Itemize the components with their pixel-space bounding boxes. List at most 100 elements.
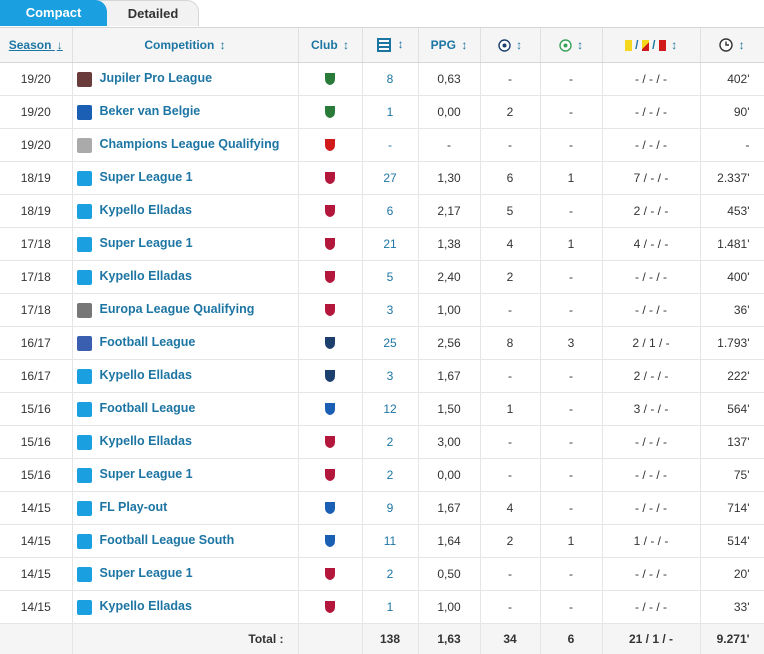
competition-link[interactable]: Super League 1 bbox=[100, 236, 193, 250]
club-cell[interactable] bbox=[298, 393, 362, 426]
appearances-cell[interactable]: 9 bbox=[362, 492, 418, 525]
competition-link[interactable]: Europa League Qualifying bbox=[100, 302, 255, 316]
club-cell[interactable] bbox=[298, 162, 362, 195]
appearances-column-header[interactable]: ↕ bbox=[362, 28, 418, 63]
club-cell[interactable] bbox=[298, 228, 362, 261]
goals-column-header[interactable]: ↕ bbox=[480, 28, 540, 63]
tab-detailed[interactable]: Detailed bbox=[95, 0, 199, 26]
appearances-cell[interactable]: - bbox=[362, 129, 418, 162]
competition-cell: FL Play-out bbox=[72, 492, 298, 525]
minutes-cell: 714' bbox=[700, 492, 764, 525]
competition-link[interactable]: Beker van Belgie bbox=[100, 104, 201, 118]
competition-logo-icon bbox=[77, 435, 92, 450]
appearances-link[interactable]: 25 bbox=[383, 336, 396, 350]
appearances-link[interactable]: 27 bbox=[383, 171, 396, 185]
appearances-link[interactable]: 1 bbox=[387, 600, 394, 614]
club-crest-icon bbox=[323, 105, 337, 119]
club-cell[interactable] bbox=[298, 525, 362, 558]
minutes-cell: - bbox=[700, 129, 764, 162]
appearances-cell[interactable]: 12 bbox=[362, 393, 418, 426]
competition-link[interactable]: Champions League Qualifying bbox=[100, 137, 280, 151]
club-column-header[interactable]: Club ↕ bbox=[298, 28, 362, 63]
goals-cell: - bbox=[480, 63, 540, 96]
appearances-cell[interactable]: 1 bbox=[362, 591, 418, 624]
appearances-cell[interactable]: 25 bbox=[362, 327, 418, 360]
club-crest-icon bbox=[323, 501, 337, 515]
appearances-link[interactable]: 12 bbox=[383, 402, 396, 416]
competition-link[interactable]: Kypello Elladas bbox=[100, 203, 192, 217]
appearances-link[interactable]: 3 bbox=[387, 369, 394, 383]
club-cell[interactable] bbox=[298, 360, 362, 393]
club-cell[interactable] bbox=[298, 492, 362, 525]
club-cell[interactable] bbox=[298, 294, 362, 327]
club-cell[interactable] bbox=[298, 195, 362, 228]
appearances-link[interactable]: 8 bbox=[387, 72, 394, 86]
competition-link[interactable]: Super League 1 bbox=[100, 170, 193, 184]
competition-column-header[interactable]: Competition ↕ bbox=[72, 28, 298, 63]
appearances-link[interactable]: 1 bbox=[387, 105, 394, 119]
appearances-cell[interactable]: 2 bbox=[362, 558, 418, 591]
goals-cell: 2 bbox=[480, 261, 540, 294]
appearances-cell[interactable]: 3 bbox=[362, 360, 418, 393]
club-cell[interactable] bbox=[298, 327, 362, 360]
competition-link[interactable]: Super League 1 bbox=[100, 566, 193, 580]
goals-cell: - bbox=[480, 360, 540, 393]
assists-column-header[interactable]: ↕ bbox=[540, 28, 602, 63]
appearances-link[interactable]: 5 bbox=[387, 270, 394, 284]
season-column-header[interactable]: Season ↓ bbox=[0, 28, 72, 63]
appearances-cell[interactable]: 2 bbox=[362, 426, 418, 459]
competition-link[interactable]: Kypello Elladas bbox=[100, 368, 192, 382]
minutes-column-header[interactable]: ↕ bbox=[700, 28, 764, 63]
appearances-cell[interactable]: 27 bbox=[362, 162, 418, 195]
club-cell[interactable] bbox=[298, 426, 362, 459]
club-cell[interactable] bbox=[298, 558, 362, 591]
appearances-link[interactable]: 6 bbox=[387, 204, 394, 218]
appearances-link[interactable]: 3 bbox=[387, 303, 394, 317]
competition-cell: Super League 1 bbox=[72, 459, 298, 492]
ppg-cell: 1,00 bbox=[418, 591, 480, 624]
club-cell[interactable] bbox=[298, 261, 362, 294]
competition-link[interactable]: Football League South bbox=[100, 533, 235, 547]
tab-compact[interactable]: Compact bbox=[0, 0, 107, 26]
appearances-link[interactable]: - bbox=[388, 138, 392, 152]
goals-cell: 4 bbox=[480, 228, 540, 261]
appearances-link[interactable]: 11 bbox=[384, 534, 396, 548]
competition-link[interactable]: Kypello Elladas bbox=[100, 269, 192, 283]
competition-link[interactable]: Football League bbox=[100, 335, 196, 349]
appearances-cell[interactable]: 3 bbox=[362, 294, 418, 327]
competition-link[interactable]: FL Play-out bbox=[100, 500, 168, 514]
appearances-cell[interactable]: 2 bbox=[362, 459, 418, 492]
appearances-cell[interactable]: 5 bbox=[362, 261, 418, 294]
season-cell: 19/20 bbox=[0, 63, 72, 96]
club-cell[interactable] bbox=[298, 459, 362, 492]
club-cell[interactable] bbox=[298, 129, 362, 162]
appearances-link[interactable]: 9 bbox=[387, 501, 394, 515]
ppg-column-header[interactable]: PPG ↕ bbox=[418, 28, 480, 63]
appearances-cell[interactable]: 11 bbox=[362, 525, 418, 558]
club-crest-icon bbox=[323, 237, 337, 251]
competition-link[interactable]: Football League bbox=[100, 401, 196, 415]
competition-link[interactable]: Kypello Elladas bbox=[100, 599, 192, 613]
competition-link[interactable]: Super League 1 bbox=[100, 467, 193, 481]
cards-column-header[interactable]: / / ↕ bbox=[602, 28, 700, 63]
appearances-cell[interactable]: 6 bbox=[362, 195, 418, 228]
club-cell[interactable] bbox=[298, 63, 362, 96]
cards-cell: 2 / - / - bbox=[602, 360, 700, 393]
club-cell[interactable] bbox=[298, 591, 362, 624]
cards-cell: - / - / - bbox=[602, 63, 700, 96]
appearances-link[interactable]: 2 bbox=[387, 468, 394, 482]
appearances-link[interactable]: 2 bbox=[387, 567, 394, 581]
appearances-cell[interactable]: 21 bbox=[362, 228, 418, 261]
ppg-cell: 3,00 bbox=[418, 426, 480, 459]
appearances-cell[interactable]: 1 bbox=[362, 96, 418, 129]
ppg-cell: 2,17 bbox=[418, 195, 480, 228]
competition-link[interactable]: Jupiler Pro League bbox=[100, 71, 213, 85]
competition-link[interactable]: Kypello Elladas bbox=[100, 434, 192, 448]
club-cell[interactable] bbox=[298, 96, 362, 129]
view-tabs: Detailed Compact bbox=[0, 0, 764, 28]
appearances-cell[interactable]: 8 bbox=[362, 63, 418, 96]
appearances-link[interactable]: 2 bbox=[387, 435, 394, 449]
appearances-link[interactable]: 21 bbox=[383, 237, 396, 251]
